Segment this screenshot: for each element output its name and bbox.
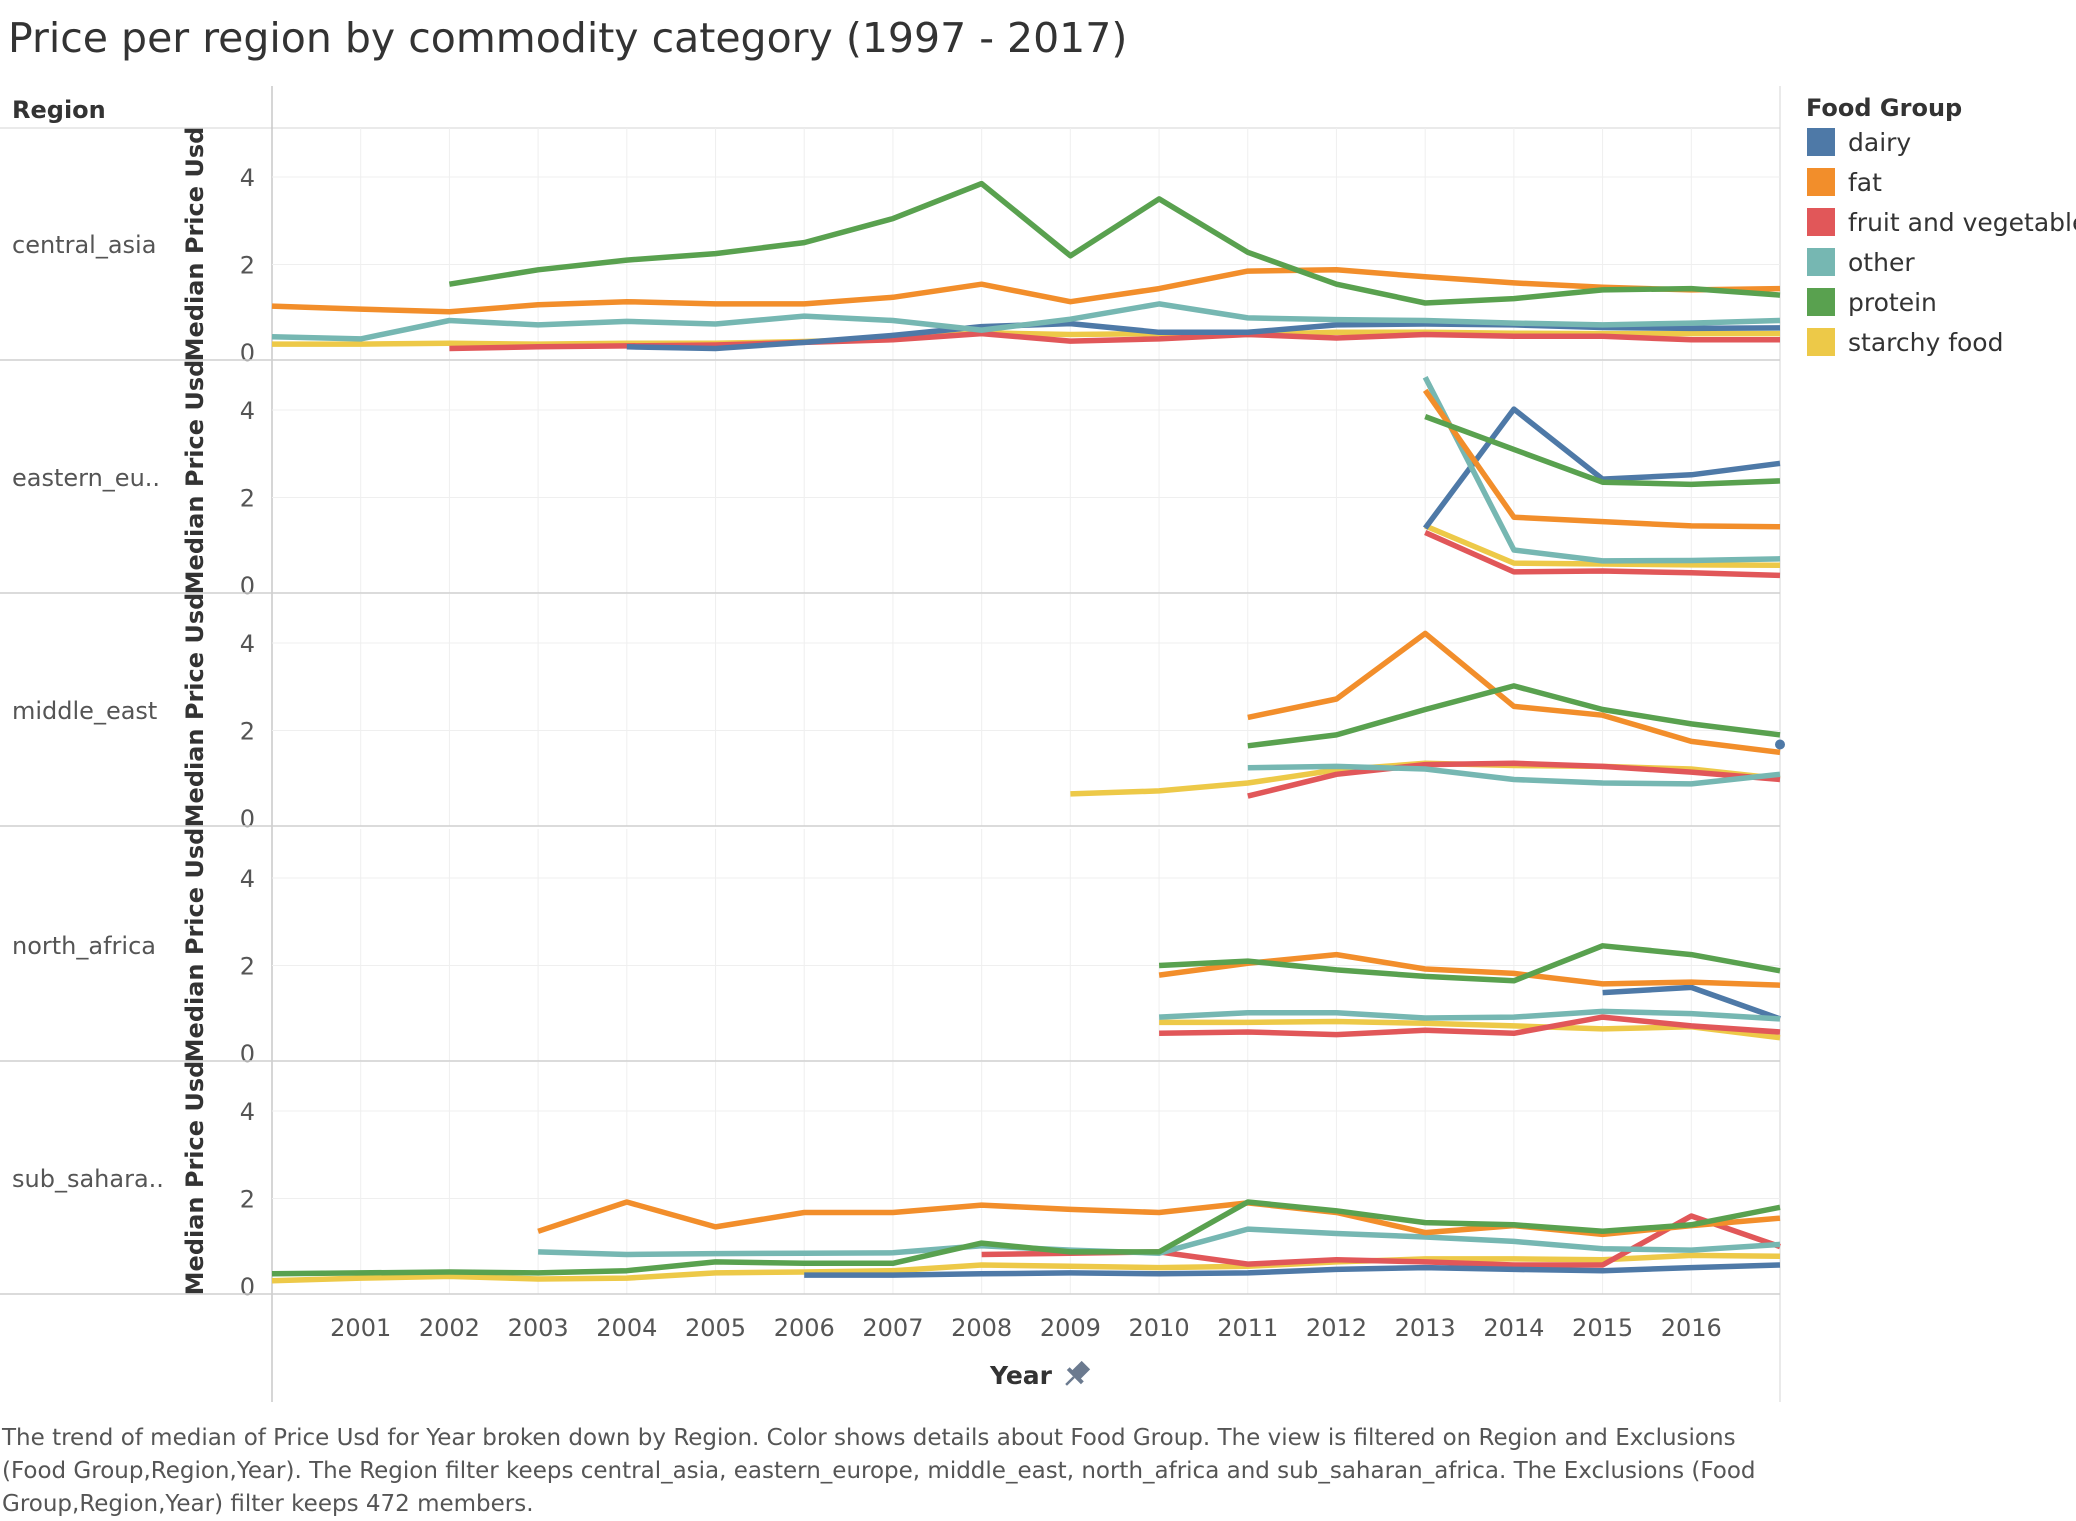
- x-tick-label: 2012: [1306, 1314, 1367, 1342]
- legend-label-other: other: [1848, 248, 1915, 277]
- y-tick-label: 4: [240, 1098, 255, 1126]
- x-axis-title: Year: [989, 1361, 1053, 1390]
- region-label: middle_east: [12, 697, 157, 725]
- series-line-starchy: [272, 329, 1780, 347]
- x-tick-label: 2016: [1661, 1314, 1722, 1342]
- pin-icon-collar: [1066, 1367, 1084, 1385]
- x-tick-label: 2003: [508, 1314, 569, 1342]
- series-line-protein: [1158, 943, 1781, 984]
- y-tick-label: 4: [240, 397, 255, 425]
- series-line-fruit: [1424, 529, 1781, 579]
- x-tick-label: 2005: [685, 1314, 746, 1342]
- y-tick-label: 2: [240, 252, 255, 280]
- panel-central_asia: 0 2 4 central_asia Median Price Usd: [0, 127, 1781, 367]
- region-label: north_africa: [12, 932, 156, 960]
- pin-icon: [1065, 1360, 1091, 1386]
- region-label: sub_sahara..: [12, 1165, 164, 1193]
- y-tick-label: 2: [240, 953, 255, 981]
- x-tick-label: 2009: [1040, 1314, 1101, 1342]
- y-tick-label: 0: [240, 1040, 255, 1068]
- legend-label-fat: fat: [1848, 168, 1882, 197]
- series-line-starchy: [271, 1252, 1781, 1284]
- y-axis-title: Median Price Usd: [181, 828, 209, 1063]
- panel-eastern_eu: 0 2 4 eastern_eu.. Median Price Usd: [0, 360, 1781, 600]
- region-label: central_asia: [12, 231, 156, 259]
- series-line-other: [1158, 1008, 1781, 1022]
- series-line-dairy: [1602, 984, 1781, 1022]
- series-line-other: [1247, 763, 1781, 787]
- series-line-other: [271, 301, 1781, 342]
- series-line-starchy: [1424, 523, 1781, 569]
- y-axis-title: Median Price Usd: [181, 593, 209, 828]
- panel-north_africa: 0 2 4 north_africa Median Price Usd: [0, 828, 1781, 1068]
- x-tick-label: 2007: [862, 1314, 923, 1342]
- legend-swatch-other: [1807, 248, 1835, 276]
- series-line-protein: [448, 180, 1781, 306]
- y-tick-label: 2: [240, 718, 255, 746]
- y-tick-label: 0: [240, 339, 255, 367]
- panel-sub_sahara: 0 2 4 sub_sahara.. Median Price Usd: [0, 1061, 1781, 1301]
- y-tick-label: 2: [240, 485, 255, 513]
- x-tick-label: 2002: [419, 1314, 480, 1342]
- y-tick-label: 4: [240, 865, 255, 893]
- series-line-fat: [1422, 388, 1781, 530]
- legend-label-fruit: fruit and vegetables: [1848, 208, 2076, 237]
- x-tick-label: 2010: [1129, 1314, 1190, 1342]
- region-label: eastern_eu..: [12, 464, 160, 492]
- legend-label-dairy: dairy: [1848, 128, 1911, 157]
- legend-swatch-fruit: [1807, 208, 1835, 236]
- series-line-protein: [271, 1199, 1781, 1277]
- y-axis-title: Median Price Usd: [181, 127, 209, 362]
- series-line-protein: [1247, 683, 1781, 749]
- x-tick-label: 2004: [596, 1314, 657, 1342]
- x-tick-label: 2013: [1395, 1314, 1456, 1342]
- series-line-dairy: [804, 1262, 1781, 1278]
- x-tick-label: 2006: [774, 1314, 835, 1342]
- x-tick-label: 2014: [1483, 1314, 1544, 1342]
- series-line-protein: [1424, 414, 1781, 488]
- series-line-fat: [1247, 630, 1781, 756]
- x-tick-label: 2015: [1572, 1314, 1633, 1342]
- series-line-other: [1422, 375, 1781, 564]
- series-line-dairy: [1422, 406, 1781, 530]
- chart-title: Price per region by commodity category (…: [8, 14, 1128, 62]
- series-line-fruit: [1247, 760, 1781, 799]
- legend-swatch-fat: [1807, 168, 1835, 196]
- y-tick-label: 0: [240, 805, 255, 833]
- legend-swatch-protein: [1807, 288, 1835, 316]
- x-tick-label: 2008: [951, 1314, 1012, 1342]
- chart-canvas: Region 0 2 4 central_asia Median Price Usd 0 2 4…: [0, 86, 2076, 1402]
- y-tick-label: 4: [240, 164, 255, 192]
- row-header-label: Region: [12, 96, 106, 124]
- x-tick-label: 2011: [1217, 1314, 1278, 1342]
- y-axis-title: Median Price Usd: [181, 360, 209, 595]
- x-tick-label: 2001: [330, 1314, 391, 1342]
- panel-middle_east: 0 2 4 middle_east Median Price Usd: [0, 593, 1785, 833]
- chart-caption: The trend of median of Price Usd for Yea…: [2, 1425, 1756, 1517]
- series-line-fat: [271, 267, 1781, 315]
- legend-title: Food Group: [1806, 94, 1962, 122]
- series-line-fruit: [1159, 1014, 1781, 1038]
- pin-icon-needle: [1065, 1376, 1075, 1386]
- legend-swatch-dairy: [1807, 128, 1835, 156]
- legend-swatch-starchy: [1807, 328, 1835, 356]
- y-tick-label: 0: [240, 572, 255, 600]
- y-axis-title: Median Price Usd: [181, 1061, 209, 1296]
- y-tick-label: 4: [240, 630, 255, 658]
- y-tick-label: 0: [240, 1273, 255, 1301]
- legend-label-starchy: starchy food: [1848, 328, 2003, 357]
- legend: Food Group dairy fat fruit and vegetables ot…: [1806, 94, 2076, 357]
- series-point-dairy: [1775, 739, 1785, 750]
- legend-label-protein: protein: [1848, 288, 1937, 317]
- y-tick-label: 2: [240, 1186, 255, 1214]
